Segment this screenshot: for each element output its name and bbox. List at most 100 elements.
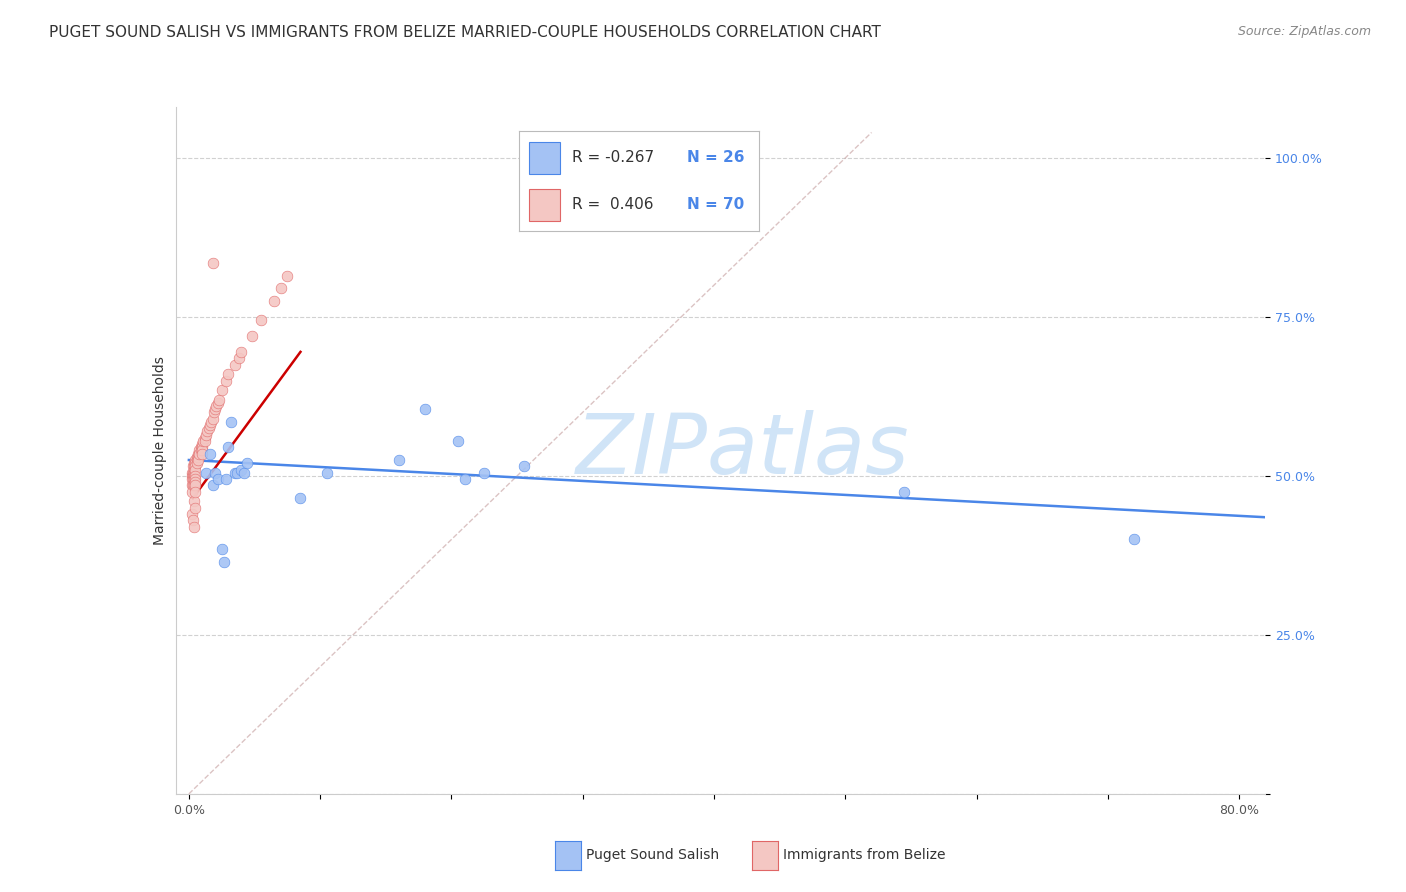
Point	[183, 494, 205, 508]
Point	[214, 555, 236, 569]
Point	[231, 462, 253, 476]
Point	[183, 459, 205, 474]
Point	[183, 478, 205, 492]
Point	[186, 453, 208, 467]
Text: Immigrants from Belize: Immigrants from Belize	[783, 848, 946, 863]
Point	[202, 405, 225, 419]
Point	[194, 427, 217, 442]
Point	[204, 402, 226, 417]
Point	[195, 425, 218, 439]
Point	[186, 456, 208, 470]
Point	[217, 367, 239, 381]
Point	[191, 443, 214, 458]
Point	[193, 434, 215, 448]
Point	[181, 459, 204, 474]
Point	[207, 472, 229, 486]
Point	[1123, 533, 1146, 547]
Point	[200, 415, 222, 429]
Text: R =  0.406: R = 0.406	[572, 197, 654, 212]
Point	[201, 411, 224, 425]
Point	[180, 484, 202, 499]
Point	[447, 434, 470, 448]
Point	[184, 472, 207, 486]
Point	[194, 434, 217, 448]
Point	[201, 256, 224, 270]
Point	[198, 447, 221, 461]
Point	[187, 453, 209, 467]
Point	[250, 313, 273, 327]
FancyBboxPatch shape	[529, 142, 560, 174]
Point	[224, 466, 246, 480]
Point	[228, 351, 250, 366]
Point	[183, 469, 205, 483]
Point	[512, 459, 534, 474]
Point	[184, 453, 207, 467]
Point	[187, 450, 209, 464]
Y-axis label: Married-couple Households: Married-couple Households	[153, 356, 167, 545]
Point	[183, 472, 205, 486]
Point	[224, 358, 246, 372]
Point	[190, 440, 212, 454]
Point	[231, 344, 253, 359]
Point	[219, 415, 242, 429]
Text: N = 26: N = 26	[686, 151, 744, 166]
FancyBboxPatch shape	[529, 189, 560, 220]
Point	[235, 456, 257, 470]
Point	[388, 453, 411, 467]
Point	[184, 459, 207, 474]
Point	[187, 447, 209, 461]
Point	[205, 399, 228, 413]
Point	[194, 431, 217, 445]
Point	[211, 542, 233, 557]
Point	[191, 440, 214, 454]
Point	[183, 466, 205, 480]
Point	[207, 396, 229, 410]
Point	[315, 466, 337, 480]
Text: Puget Sound Salish: Puget Sound Salish	[586, 848, 720, 863]
Point	[186, 450, 208, 464]
Point	[197, 421, 219, 435]
Point	[211, 383, 233, 397]
Point	[217, 440, 239, 454]
Text: PUGET SOUND SALISH VS IMMIGRANTS FROM BELIZE MARRIED-COUPLE HOUSEHOLDS CORRELATI: PUGET SOUND SALISH VS IMMIGRANTS FROM BE…	[49, 25, 882, 40]
Point	[233, 466, 256, 480]
Point	[188, 447, 211, 461]
Point	[263, 293, 285, 308]
Text: R = -0.267: R = -0.267	[572, 151, 654, 166]
Point	[190, 443, 212, 458]
Point	[214, 472, 236, 486]
Point	[184, 462, 207, 476]
Point	[184, 500, 207, 515]
Point	[226, 466, 249, 480]
Point	[453, 472, 475, 486]
Point	[208, 392, 231, 407]
Point	[214, 374, 236, 388]
Point	[183, 462, 205, 476]
Point	[184, 456, 207, 470]
Point	[893, 484, 915, 499]
Point	[204, 466, 226, 480]
Point	[180, 466, 202, 480]
Text: ZIPatlas: ZIPatlas	[575, 410, 910, 491]
Point	[183, 520, 205, 534]
Point	[198, 417, 221, 432]
Point	[180, 478, 202, 492]
Point	[180, 472, 202, 486]
Point	[181, 478, 204, 492]
Point	[270, 281, 292, 295]
Point	[181, 513, 204, 527]
Point	[180, 469, 202, 483]
Point	[191, 447, 214, 461]
Point	[194, 466, 217, 480]
Point	[472, 466, 495, 480]
Point	[240, 329, 263, 343]
Point	[181, 469, 204, 483]
Text: N = 70: N = 70	[686, 197, 744, 212]
Point	[184, 478, 207, 492]
Point	[191, 437, 214, 451]
Point	[184, 484, 207, 499]
Point	[184, 469, 207, 483]
Point	[201, 478, 224, 492]
Text: Source: ZipAtlas.com: Source: ZipAtlas.com	[1237, 25, 1371, 38]
Point	[180, 507, 202, 521]
